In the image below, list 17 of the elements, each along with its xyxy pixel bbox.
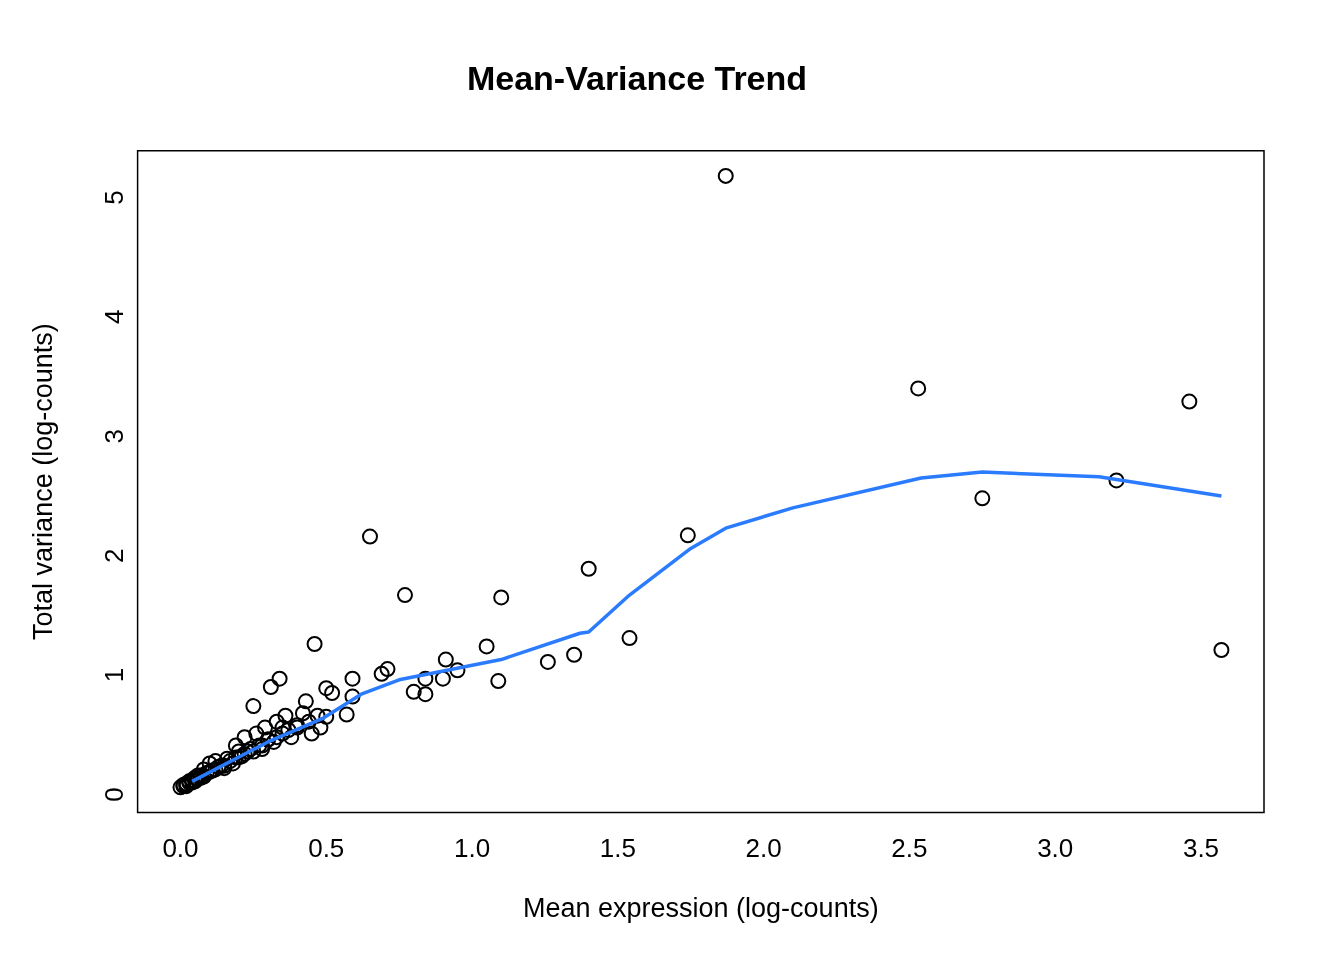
y-tick-label: 5	[98, 190, 129, 205]
x-tick-label: 0.0	[162, 833, 199, 864]
x-tick-label: 2.5	[891, 833, 928, 864]
y-tick-label: 4	[98, 309, 129, 325]
y-tick-label: 2	[98, 548, 129, 563]
y-tick-label: 3	[98, 429, 129, 444]
y-axis-title: Total variance (log-counts)	[27, 323, 58, 640]
y-tick-label: 0	[98, 787, 129, 802]
x-tick-label: 2.0	[745, 833, 782, 864]
x-tick-label: 0.5	[308, 833, 345, 864]
y-tick-label: 1	[98, 667, 129, 683]
x-tick-label: 3.5	[1182, 833, 1220, 864]
chart-title: Mean-Variance Trend	[466, 58, 808, 97]
x-axis-title: Mean expression (log-counts)	[522, 893, 879, 924]
x-tick-label: 3.0	[1037, 833, 1074, 864]
x-tick-label: 1.0	[453, 833, 491, 864]
x-tick-label: 1.5	[599, 833, 636, 864]
